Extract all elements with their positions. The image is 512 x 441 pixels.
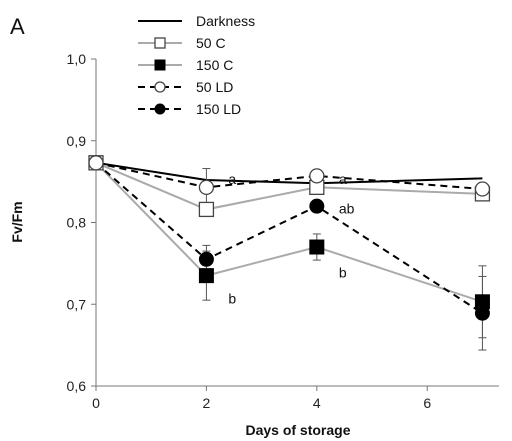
x-tick-label: 4 xyxy=(313,395,321,411)
legend-label-1: 50 C xyxy=(196,35,226,51)
y-tick-label: 0,9 xyxy=(67,133,87,149)
legend-label-4: 150 LD xyxy=(196,101,241,117)
series-line-2 xyxy=(95,162,483,303)
x-tick-label: 2 xyxy=(203,395,211,411)
legend-label-0: Darkness xyxy=(196,13,255,29)
series-line-3 xyxy=(95,161,483,190)
legend-marker-3 xyxy=(154,81,166,93)
data-point-3 xyxy=(198,179,215,195)
data-point-1 xyxy=(198,201,215,218)
data-point-3 xyxy=(474,181,491,197)
series-line-4 xyxy=(95,162,483,315)
data-point-2 xyxy=(198,268,214,284)
legend-label-2: 150 C xyxy=(196,57,233,73)
legend-label-3: 50 LD xyxy=(196,79,233,95)
y-axis-label: Fv/Fm xyxy=(9,201,25,242)
y-tick-label: 1,0 xyxy=(67,51,87,67)
data-point-4 xyxy=(309,198,325,214)
axes: 0,6 0,7 0,8 0,9 1,0 0 2 4 6 xyxy=(67,51,499,411)
series-line-1 xyxy=(95,161,483,211)
legend-marker-2 xyxy=(154,59,166,71)
annotation-label: b xyxy=(228,291,236,307)
x-axis-label: Days of storage xyxy=(245,422,350,438)
data-point-4 xyxy=(474,305,490,321)
x-tick-label: 6 xyxy=(423,395,431,411)
panel-label: A xyxy=(10,14,25,39)
annotation-label: b xyxy=(339,264,347,280)
data-point-3 xyxy=(309,168,325,184)
x-tick-label: 0 xyxy=(92,395,100,411)
series-line-0 xyxy=(95,161,483,185)
data-point-4 xyxy=(198,251,214,267)
y-tick-label: 0,8 xyxy=(67,215,87,231)
plot-area: a a ab b b xyxy=(88,155,491,351)
data-point-3 xyxy=(88,155,104,171)
legend: Darkness 50 C 150 C 50 LD 150 LD xyxy=(138,13,255,117)
y-tick-label: 0,7 xyxy=(67,296,87,312)
y-tick-label: 0,6 xyxy=(67,378,87,394)
data-point-2 xyxy=(309,239,325,255)
annotation-label: ab xyxy=(339,201,355,217)
legend-marker-4 xyxy=(154,103,166,115)
annotation-label: a xyxy=(339,171,347,187)
legend-marker-1 xyxy=(154,37,166,49)
annotation-label: a xyxy=(228,171,236,187)
